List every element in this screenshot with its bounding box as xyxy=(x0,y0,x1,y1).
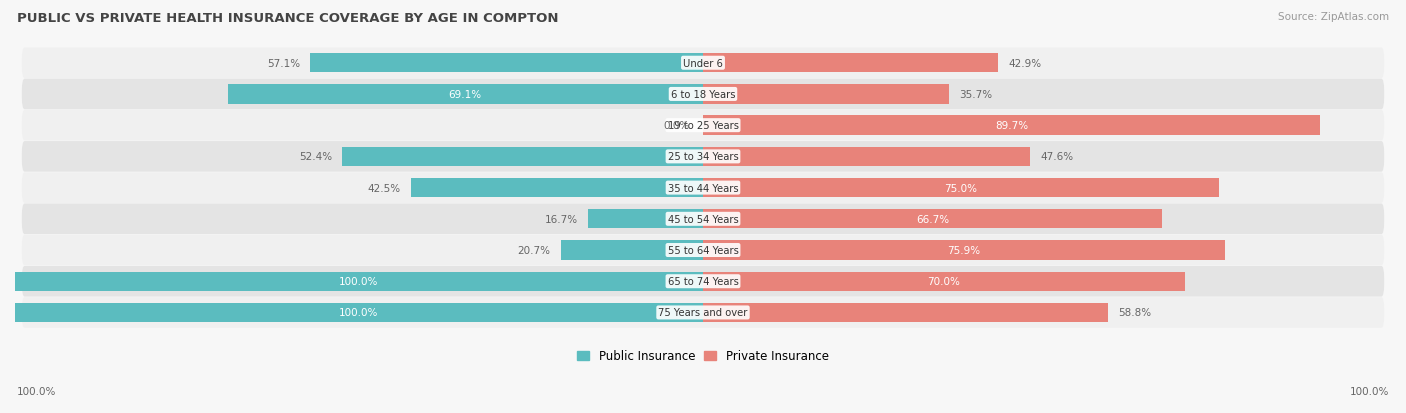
Bar xyxy=(15,272,703,291)
Bar xyxy=(703,303,1108,323)
FancyBboxPatch shape xyxy=(22,266,1384,297)
Bar xyxy=(703,241,1225,260)
Text: 100.0%: 100.0% xyxy=(17,387,56,396)
Text: 42.9%: 42.9% xyxy=(1008,59,1042,69)
Text: 0.0%: 0.0% xyxy=(664,121,689,131)
Text: 100.0%: 100.0% xyxy=(339,277,378,287)
Bar xyxy=(228,85,703,104)
Bar xyxy=(703,210,1161,229)
Text: 66.7%: 66.7% xyxy=(915,214,949,224)
Text: 20.7%: 20.7% xyxy=(517,245,550,255)
Text: 19 to 25 Years: 19 to 25 Years xyxy=(668,121,738,131)
Text: 89.7%: 89.7% xyxy=(995,121,1028,131)
FancyBboxPatch shape xyxy=(22,204,1384,235)
Legend: Public Insurance, Private Insurance: Public Insurance, Private Insurance xyxy=(572,345,834,367)
Bar xyxy=(703,116,1320,135)
Text: Under 6: Under 6 xyxy=(683,59,723,69)
FancyBboxPatch shape xyxy=(22,173,1384,203)
Bar xyxy=(561,241,703,260)
Text: 100.0%: 100.0% xyxy=(339,308,378,318)
Text: 65 to 74 Years: 65 to 74 Years xyxy=(668,277,738,287)
Bar xyxy=(15,303,703,323)
Text: 69.1%: 69.1% xyxy=(449,90,482,100)
Text: Source: ZipAtlas.com: Source: ZipAtlas.com xyxy=(1278,12,1389,22)
FancyBboxPatch shape xyxy=(22,111,1384,141)
FancyBboxPatch shape xyxy=(22,297,1384,328)
FancyBboxPatch shape xyxy=(22,142,1384,172)
Text: 25 to 34 Years: 25 to 34 Years xyxy=(668,152,738,162)
Text: 55 to 64 Years: 55 to 64 Years xyxy=(668,245,738,255)
Text: PUBLIC VS PRIVATE HEALTH INSURANCE COVERAGE BY AGE IN COMPTON: PUBLIC VS PRIVATE HEALTH INSURANCE COVER… xyxy=(17,12,558,25)
Text: 75.0%: 75.0% xyxy=(945,183,977,193)
Text: 42.5%: 42.5% xyxy=(367,183,401,193)
Bar xyxy=(703,85,949,104)
Bar xyxy=(703,147,1031,167)
Text: 45 to 54 Years: 45 to 54 Years xyxy=(668,214,738,224)
Text: 58.8%: 58.8% xyxy=(1118,308,1152,318)
Text: 16.7%: 16.7% xyxy=(544,214,578,224)
Bar xyxy=(703,54,998,73)
Text: 70.0%: 70.0% xyxy=(928,277,960,287)
Bar xyxy=(411,178,703,198)
Text: 100.0%: 100.0% xyxy=(1350,387,1389,396)
Text: 6 to 18 Years: 6 to 18 Years xyxy=(671,90,735,100)
Bar xyxy=(703,178,1219,198)
Bar xyxy=(588,210,703,229)
Bar xyxy=(703,272,1185,291)
Text: 75.9%: 75.9% xyxy=(948,245,980,255)
Text: 35 to 44 Years: 35 to 44 Years xyxy=(668,183,738,193)
Text: 47.6%: 47.6% xyxy=(1040,152,1074,162)
Text: 57.1%: 57.1% xyxy=(267,59,299,69)
Bar xyxy=(311,54,703,73)
Text: 35.7%: 35.7% xyxy=(959,90,993,100)
FancyBboxPatch shape xyxy=(22,235,1384,266)
FancyBboxPatch shape xyxy=(22,48,1384,79)
Bar xyxy=(343,147,703,167)
FancyBboxPatch shape xyxy=(22,79,1384,110)
Text: 52.4%: 52.4% xyxy=(299,152,332,162)
Text: 75 Years and over: 75 Years and over xyxy=(658,308,748,318)
